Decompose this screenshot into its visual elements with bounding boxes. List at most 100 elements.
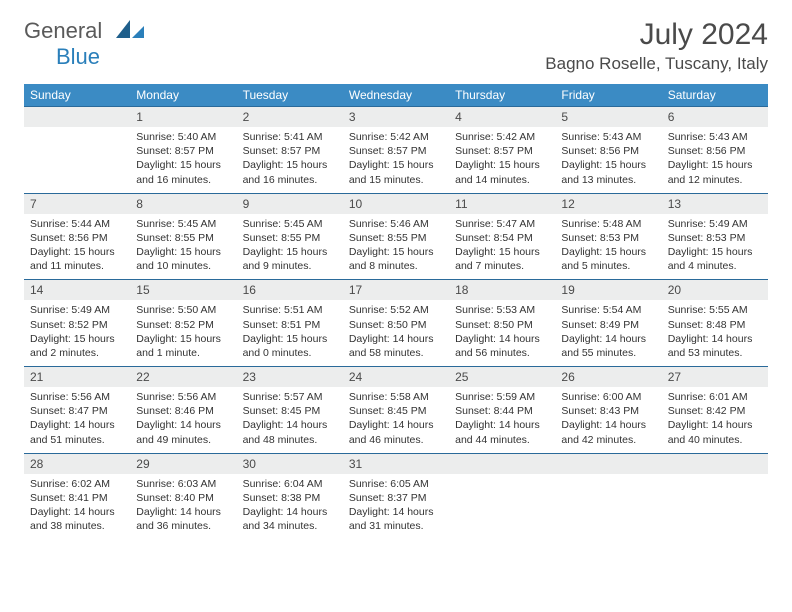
calendar-cell: 9Sunrise: 5:45 AMSunset: 8:55 PMDaylight… [237, 193, 343, 280]
calendar-table: Sunday Monday Tuesday Wednesday Thursday… [24, 84, 768, 539]
weekday-header: Sunday [24, 84, 130, 107]
day-number: 11 [449, 194, 555, 214]
calendar-cell: 15Sunrise: 5:50 AMSunset: 8:52 PMDayligh… [130, 280, 236, 367]
day-number: 23 [237, 367, 343, 387]
day-number: 28 [24, 454, 130, 474]
calendar-cell: 19Sunrise: 5:54 AMSunset: 8:49 PMDayligh… [555, 280, 661, 367]
day-number: 17 [343, 280, 449, 300]
day-details: Sunrise: 5:52 AMSunset: 8:50 PMDaylight:… [343, 300, 449, 366]
day-number: 16 [237, 280, 343, 300]
day-details: Sunrise: 5:45 AMSunset: 8:55 PMDaylight:… [130, 214, 236, 280]
calendar-cell: 26Sunrise: 6:00 AMSunset: 8:43 PMDayligh… [555, 367, 661, 454]
day-number: 29 [130, 454, 236, 474]
day-details: Sunrise: 5:46 AMSunset: 8:55 PMDaylight:… [343, 214, 449, 280]
calendar-cell [449, 453, 555, 539]
logo-sail-icon [116, 20, 146, 45]
day-number: 27 [662, 367, 768, 387]
calendar-cell: 29Sunrise: 6:03 AMSunset: 8:40 PMDayligh… [130, 453, 236, 539]
weekday-header: Monday [130, 84, 236, 107]
calendar-cell: 2Sunrise: 5:41 AMSunset: 8:57 PMDaylight… [237, 107, 343, 194]
day-number [449, 454, 555, 474]
calendar-cell: 25Sunrise: 5:59 AMSunset: 8:44 PMDayligh… [449, 367, 555, 454]
day-details: Sunrise: 5:58 AMSunset: 8:45 PMDaylight:… [343, 387, 449, 453]
day-number: 7 [24, 194, 130, 214]
day-details: Sunrise: 5:51 AMSunset: 8:51 PMDaylight:… [237, 300, 343, 366]
day-details: Sunrise: 5:44 AMSunset: 8:56 PMDaylight:… [24, 214, 130, 280]
day-details: Sunrise: 5:55 AMSunset: 8:48 PMDaylight:… [662, 300, 768, 366]
calendar-cell: 4Sunrise: 5:42 AMSunset: 8:57 PMDaylight… [449, 107, 555, 194]
calendar-cell: 31Sunrise: 6:05 AMSunset: 8:37 PMDayligh… [343, 453, 449, 539]
logo: General Blue [24, 18, 102, 70]
calendar-cell [24, 107, 130, 194]
calendar-cell: 23Sunrise: 5:57 AMSunset: 8:45 PMDayligh… [237, 367, 343, 454]
day-details: Sunrise: 5:49 AMSunset: 8:52 PMDaylight:… [24, 300, 130, 366]
calendar-cell: 18Sunrise: 5:53 AMSunset: 8:50 PMDayligh… [449, 280, 555, 367]
calendar-week-row: 7Sunrise: 5:44 AMSunset: 8:56 PMDaylight… [24, 193, 768, 280]
calendar-week-row: 1Sunrise: 5:40 AMSunset: 8:57 PMDaylight… [24, 107, 768, 194]
day-details: Sunrise: 5:40 AMSunset: 8:57 PMDaylight:… [130, 127, 236, 193]
day-number: 5 [555, 107, 661, 127]
day-details [24, 127, 130, 136]
day-details: Sunrise: 6:03 AMSunset: 8:40 PMDaylight:… [130, 474, 236, 540]
month-title: July 2024 [545, 18, 768, 52]
calendar-cell: 11Sunrise: 5:47 AMSunset: 8:54 PMDayligh… [449, 193, 555, 280]
day-number: 14 [24, 280, 130, 300]
calendar-cell: 6Sunrise: 5:43 AMSunset: 8:56 PMDaylight… [662, 107, 768, 194]
day-details: Sunrise: 5:54 AMSunset: 8:49 PMDaylight:… [555, 300, 661, 366]
day-number: 12 [555, 194, 661, 214]
calendar-cell: 24Sunrise: 5:58 AMSunset: 8:45 PMDayligh… [343, 367, 449, 454]
calendar-cell: 12Sunrise: 5:48 AMSunset: 8:53 PMDayligh… [555, 193, 661, 280]
day-details: Sunrise: 6:00 AMSunset: 8:43 PMDaylight:… [555, 387, 661, 453]
day-number: 3 [343, 107, 449, 127]
calendar-week-row: 21Sunrise: 5:56 AMSunset: 8:47 PMDayligh… [24, 367, 768, 454]
calendar-cell: 16Sunrise: 5:51 AMSunset: 8:51 PMDayligh… [237, 280, 343, 367]
day-details: Sunrise: 5:53 AMSunset: 8:50 PMDaylight:… [449, 300, 555, 366]
day-details: Sunrise: 6:01 AMSunset: 8:42 PMDaylight:… [662, 387, 768, 453]
day-number [662, 454, 768, 474]
day-number: 1 [130, 107, 236, 127]
day-number: 26 [555, 367, 661, 387]
day-details: Sunrise: 5:50 AMSunset: 8:52 PMDaylight:… [130, 300, 236, 366]
day-number: 19 [555, 280, 661, 300]
calendar-cell: 10Sunrise: 5:46 AMSunset: 8:55 PMDayligh… [343, 193, 449, 280]
weekday-header-row: Sunday Monday Tuesday Wednesday Thursday… [24, 84, 768, 107]
page-header: General Blue July 2024 Bagno Roselle, Tu… [24, 18, 768, 74]
day-details: Sunrise: 5:47 AMSunset: 8:54 PMDaylight:… [449, 214, 555, 280]
day-number: 20 [662, 280, 768, 300]
calendar-cell: 20Sunrise: 5:55 AMSunset: 8:48 PMDayligh… [662, 280, 768, 367]
day-details: Sunrise: 5:48 AMSunset: 8:53 PMDaylight:… [555, 214, 661, 280]
day-details [662, 474, 768, 483]
weekday-header: Thursday [449, 84, 555, 107]
logo-text-general: General [24, 18, 102, 44]
day-details: Sunrise: 5:41 AMSunset: 8:57 PMDaylight:… [237, 127, 343, 193]
location: Bagno Roselle, Tuscany, Italy [545, 54, 768, 74]
day-number: 10 [343, 194, 449, 214]
title-block: July 2024 Bagno Roselle, Tuscany, Italy [545, 18, 768, 74]
day-details: Sunrise: 5:56 AMSunset: 8:47 PMDaylight:… [24, 387, 130, 453]
day-number: 30 [237, 454, 343, 474]
calendar-week-row: 28Sunrise: 6:02 AMSunset: 8:41 PMDayligh… [24, 453, 768, 539]
day-details [449, 474, 555, 483]
calendar-cell: 17Sunrise: 5:52 AMSunset: 8:50 PMDayligh… [343, 280, 449, 367]
day-details: Sunrise: 6:02 AMSunset: 8:41 PMDaylight:… [24, 474, 130, 540]
day-number: 2 [237, 107, 343, 127]
day-details: Sunrise: 6:05 AMSunset: 8:37 PMDaylight:… [343, 474, 449, 540]
calendar-cell: 5Sunrise: 5:43 AMSunset: 8:56 PMDaylight… [555, 107, 661, 194]
calendar-cell: 1Sunrise: 5:40 AMSunset: 8:57 PMDaylight… [130, 107, 236, 194]
day-details: Sunrise: 5:42 AMSunset: 8:57 PMDaylight:… [343, 127, 449, 193]
calendar-cell: 21Sunrise: 5:56 AMSunset: 8:47 PMDayligh… [24, 367, 130, 454]
day-number: 18 [449, 280, 555, 300]
calendar-cell: 27Sunrise: 6:01 AMSunset: 8:42 PMDayligh… [662, 367, 768, 454]
calendar-cell [555, 453, 661, 539]
weekday-header: Friday [555, 84, 661, 107]
calendar-cell: 28Sunrise: 6:02 AMSunset: 8:41 PMDayligh… [24, 453, 130, 539]
calendar-cell: 30Sunrise: 6:04 AMSunset: 8:38 PMDayligh… [237, 453, 343, 539]
calendar-cell: 3Sunrise: 5:42 AMSunset: 8:57 PMDaylight… [343, 107, 449, 194]
calendar-cell: 8Sunrise: 5:45 AMSunset: 8:55 PMDaylight… [130, 193, 236, 280]
day-details: Sunrise: 6:04 AMSunset: 8:38 PMDaylight:… [237, 474, 343, 540]
day-number: 22 [130, 367, 236, 387]
day-number: 13 [662, 194, 768, 214]
calendar-cell: 7Sunrise: 5:44 AMSunset: 8:56 PMDaylight… [24, 193, 130, 280]
day-details: Sunrise: 5:59 AMSunset: 8:44 PMDaylight:… [449, 387, 555, 453]
day-number: 9 [237, 194, 343, 214]
